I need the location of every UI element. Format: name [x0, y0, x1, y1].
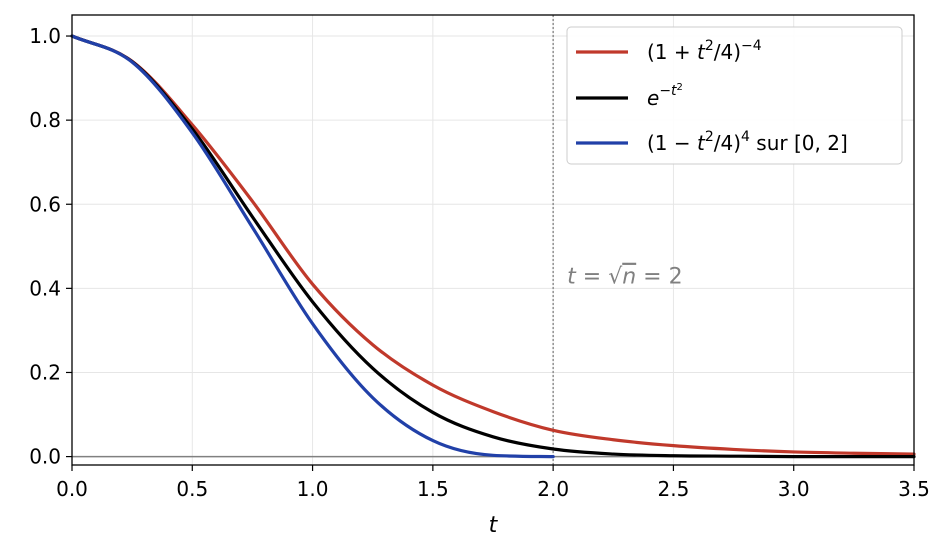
legend-rational-exponent: −4 — [741, 38, 762, 54]
x-tick-label: 2.5 — [658, 477, 690, 501]
sqrt-n-annotation: t = √n = 2 — [567, 265, 682, 290]
annotation-prefix: t = — [567, 265, 608, 290]
legend-label-gaussian: e−t2 — [647, 82, 683, 110]
x-tick-label: 3.5 — [898, 477, 930, 501]
legend-rational-mid: /4) — [714, 40, 741, 64]
legend-rational-t: t — [697, 40, 706, 64]
x-tick-label: 0.0 — [56, 477, 88, 501]
x-tick-label: 1.5 — [417, 477, 449, 501]
gaussian-curve — [70, 34, 916, 459]
legend-polynomial-interval: sur [0, 2] — [750, 131, 848, 155]
polynomial-curve — [70, 34, 555, 459]
annotation-sqrt-symbol: √ — [608, 265, 623, 290]
x-tick-label: 3.0 — [778, 477, 810, 501]
x-tick-label: 0.5 — [176, 477, 208, 501]
y-tick-label: 0.0 — [29, 445, 61, 469]
series-lines — [70, 34, 916, 459]
y-tick-label: 0.6 — [29, 192, 61, 216]
x-tick-label: 2.0 — [537, 477, 569, 501]
legend-gaussian-exponent-square: 2 — [677, 82, 683, 93]
y-tick-label: 0.8 — [29, 108, 61, 132]
legend-rational-square: 2 — [705, 38, 714, 54]
legend-polynomial-exponent: 4 — [741, 129, 750, 145]
x-axis-label: t — [489, 513, 499, 538]
y-tick-label: 0.4 — [29, 276, 61, 300]
annotation-suffix: = 2 — [636, 265, 682, 290]
legend-polynomial-square: 2 — [705, 129, 714, 145]
annotation-sqrt-arg: n — [622, 265, 636, 290]
axis-ticks: 0.0 0.5 1.0 1.5 2.0 2.5 3.0 3.5 0.0 0.2 0.4 0.6 0.8 1… — [29, 24, 930, 501]
legend: (1 + t2/4)−4 e−t2 (1 − t2/4)4 sur [0, 2] — [566, 26, 903, 165]
legend-polynomial-t: t — [697, 131, 706, 155]
rational-curve — [70, 34, 916, 456]
legend-gaussian-exponent: −t — [659, 83, 677, 99]
legend-polynomial-mid: /4) — [714, 131, 741, 155]
legend-polynomial-open: (1 − — [647, 131, 697, 155]
legend-label-polynomial: (1 − t2/4)4 sur [0, 2] — [647, 129, 848, 155]
legend-box — [566, 26, 903, 165]
legend-rational-open: (1 + — [647, 40, 697, 64]
legend-gaussian-e: e — [647, 86, 659, 110]
x-tick-label: 1.0 — [297, 477, 329, 501]
legend-label-rational: (1 + t2/4)−4 — [647, 38, 762, 64]
y-tick-label: 0.2 — [29, 360, 61, 384]
y-tick-label: 1.0 — [29, 24, 61, 48]
plot-frame — [71, 14, 915, 466]
